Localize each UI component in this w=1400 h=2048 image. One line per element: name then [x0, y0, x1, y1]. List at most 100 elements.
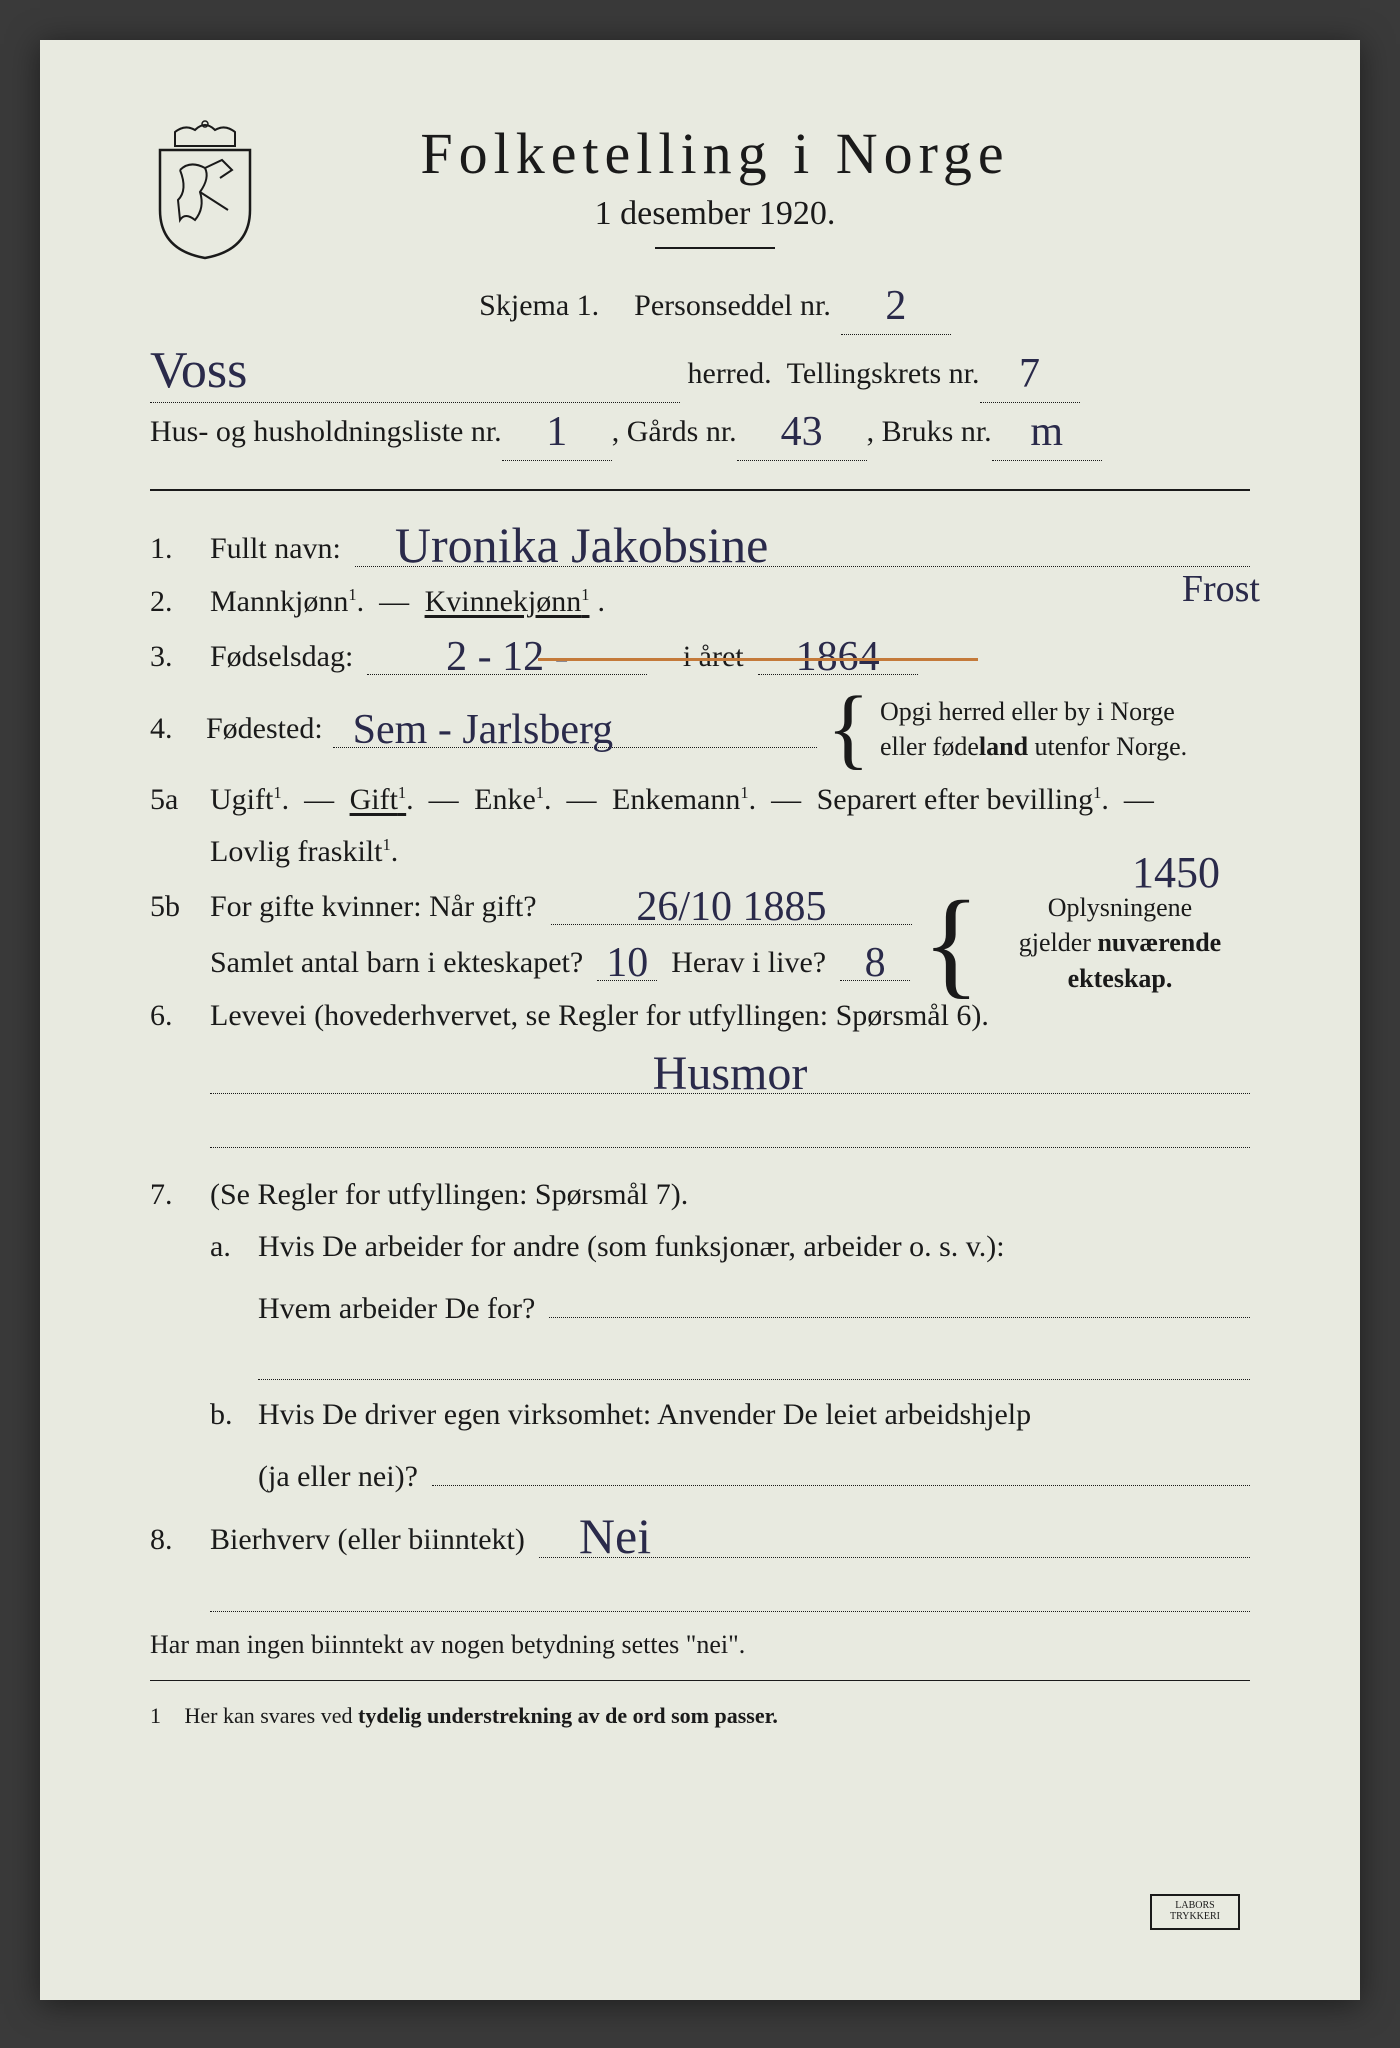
- q6-value-row: Husmor: [150, 1051, 1250, 1094]
- q7b-row2: (ja eller nei)?: [150, 1450, 1250, 1494]
- tellingskrets-nr: 7: [1019, 351, 1040, 397]
- brace-icon: {: [827, 693, 870, 765]
- q8-value: Nei: [539, 1508, 651, 1564]
- footer-rule: [150, 1680, 1250, 1681]
- gaards-nr: 43: [781, 409, 823, 455]
- opt-separert: Separert efter bevilling1. —: [817, 783, 1154, 817]
- q6-value: Husmor: [653, 1047, 808, 1100]
- tellingskrets-label: Tellingskrets nr.: [787, 345, 980, 402]
- q5b-num: 5b: [150, 890, 196, 924]
- q5b-label: For gifte kvinner: Når gift?: [210, 890, 537, 924]
- personseddel-label: Personseddel nr.: [634, 277, 831, 334]
- footnote-b: tydelig understrekning av de ord som pas…: [358, 1703, 778, 1728]
- q5a-row: 5a Ugift1. — Gift1. — Enke1. — Enkemann1…: [150, 783, 1250, 817]
- q8-label: Bierhverv (eller biinntekt): [210, 1523, 525, 1557]
- personseddel-nr: 2: [885, 283, 906, 329]
- q4-row: 4. Fødested: Sem - Jarlsberg { Opgi herr…: [150, 693, 1250, 765]
- q7a-letter: a.: [210, 1230, 244, 1264]
- herred-line: Voss herred. Tellingskrets nr. 7: [150, 345, 1250, 403]
- q5b-row2: Samlet antal barn i ekteskapet? 10 Herav…: [150, 943, 912, 981]
- header-rule: [150, 489, 1250, 491]
- skjema-line: Skjema 1. Personseddel nr. 2: [290, 277, 1140, 335]
- q7a-l2: Hvem arbeider De for?: [258, 1292, 535, 1326]
- q7-label: (Se Regler for utfyllingen: Spørsmål 7).: [210, 1178, 688, 1212]
- q1-num: 1.: [150, 532, 196, 566]
- q5b-note: Oplysningene gjelder nuværende ekteskap.: [990, 890, 1250, 995]
- q2-k: Kvinnekjønn1: [425, 585, 590, 619]
- coat-of-arms-icon: [150, 120, 260, 260]
- herred-value: Voss: [150, 342, 247, 399]
- opt-gift: Gift1. —: [350, 783, 467, 817]
- q1-value: Uronika Jakobsine: [355, 517, 769, 573]
- main-title: Folketelling i Norge: [290, 120, 1140, 187]
- husliste-label: Hus- og husholdningsliste nr.: [150, 403, 502, 460]
- q6-row: 6. Levevei (hovederhvervet, se Regler fo…: [150, 999, 1250, 1033]
- q7b-l2: (ja eller nei)?: [258, 1460, 418, 1494]
- strike-line: [538, 658, 978, 661]
- q5a-num: 5a: [150, 783, 196, 817]
- q4-label: Fødested:: [206, 712, 323, 746]
- title-block: Folketelling i Norge 1 desember 1920. Sk…: [290, 120, 1250, 335]
- q5b-margin: 1450: [1132, 847, 1220, 898]
- husliste-line: Hus- og husholdningsliste nr. 1 , Gårds …: [150, 403, 1250, 461]
- q8-blank: [150, 1576, 1250, 1612]
- q7b-letter: b.: [210, 1398, 244, 1432]
- q7a-blank: [150, 1344, 1250, 1380]
- husliste-nr: 1: [546, 409, 567, 455]
- bruks-nr: m: [1030, 409, 1063, 455]
- q7b-row1: b. Hvis De driver egen virksomhet: Anven…: [150, 1398, 1250, 1432]
- title-divider: [655, 247, 775, 249]
- footnote-num: 1: [150, 1703, 161, 1728]
- q5b-note-l2: gjelder nuværende ekteskap.: [990, 925, 1250, 995]
- q6-num: 6.: [150, 999, 196, 1033]
- q5a-options: Ugift1. — Gift1. — Enke1. — Enkemann1. —…: [210, 783, 1250, 817]
- q5b-naar: 26/10 1885: [636, 884, 826, 930]
- q4-note-l2: eller fødeland utenfor Norge.: [880, 729, 1250, 764]
- subtitle: 1 desember 1920.: [290, 195, 1140, 233]
- footer-instr: Har man ingen biinntekt av nogen betydni…: [150, 1630, 1250, 1660]
- q8-row: 8. Bierhverv (eller biinntekt) Nei: [150, 1512, 1250, 1558]
- gaards-label: , Gårds nr.: [612, 403, 737, 460]
- q4-num: 4.: [150, 712, 196, 746]
- q3-num: 3.: [150, 640, 196, 674]
- census-form-page: Folketelling i Norge 1 desember 1920. Sk…: [40, 40, 1360, 2000]
- q1-label: Fullt navn:: [210, 532, 341, 566]
- herred-label: herred.: [688, 345, 772, 402]
- q5b-block: 5b For gifte kvinner: Når gift? 26/10 18…: [150, 887, 1250, 999]
- q4-value: Sem - Jarlsberg: [333, 707, 614, 753]
- q6-blank2: [150, 1112, 1250, 1148]
- q3-label: Fødselsdag:: [210, 640, 353, 674]
- printer-stamp: LABORS TRYKKERI: [1150, 1894, 1240, 1930]
- q7b-l1: Hvis De driver egen virksomhet: Anvender…: [258, 1398, 1031, 1432]
- q7-row: 7. (Se Regler for utfyllingen: Spørsmål …: [150, 1178, 1250, 1212]
- q1-extra: Frost: [1182, 567, 1260, 611]
- opt-enke: Enke1. —: [474, 783, 604, 817]
- q5a-row2: Lovlig fraskilt1.: [150, 835, 1250, 869]
- footnote-line: 1 Her kan svares ved tydelig understrekn…: [150, 1703, 1250, 1729]
- q7a-row1: a. Hvis De arbeider for andre (som funks…: [150, 1230, 1250, 1264]
- q5b-barn: 10: [606, 940, 648, 986]
- q1-row: 1. Fullt navn: Uronika Jakobsine Frost: [150, 521, 1250, 567]
- coat-of-arms-svg: [150, 120, 260, 260]
- q4-note-l1: Opgi herred eller by i Norge: [880, 694, 1250, 729]
- q2-row: 2. Mannkjønn1. — Kvinnekjønn1.: [150, 585, 1250, 619]
- header-row: Folketelling i Norge 1 desember 1920. Sk…: [150, 120, 1250, 335]
- bruks-label: , Bruks nr.: [867, 403, 992, 460]
- skjema-label: Skjema 1.: [479, 277, 599, 334]
- opt-enkemann: Enkemann1. —: [612, 783, 809, 817]
- q2-m: Mannkjønn1. —: [210, 585, 417, 619]
- q5b-barn-label: Samlet antal barn i ekteskapet?: [210, 946, 583, 980]
- q5b-live: 8: [865, 940, 886, 986]
- opt-fraskilt: Lovlig fraskilt1.: [210, 835, 398, 869]
- q6-label: Levevei (hovederhvervet, se Regler for u…: [210, 999, 989, 1033]
- q2-num: 2.: [150, 585, 196, 619]
- q7a-row2: Hvem arbeider De for?: [150, 1282, 1250, 1326]
- footnote-a: Her kan svares ved: [185, 1703, 359, 1728]
- q8-num: 8.: [150, 1523, 196, 1557]
- q4-note: Opgi herred eller by i Norge eller fødel…: [880, 694, 1250, 764]
- q5b-live-label: Herav i live?: [671, 946, 826, 980]
- q5b-row1: 5b For gifte kvinner: Når gift? 26/10 18…: [150, 887, 912, 925]
- brace-icon-2: {: [922, 895, 980, 991]
- q7a-l1: Hvis De arbeider for andre (som funksjon…: [258, 1230, 1005, 1264]
- opt-ugift: Ugift1. —: [210, 783, 342, 817]
